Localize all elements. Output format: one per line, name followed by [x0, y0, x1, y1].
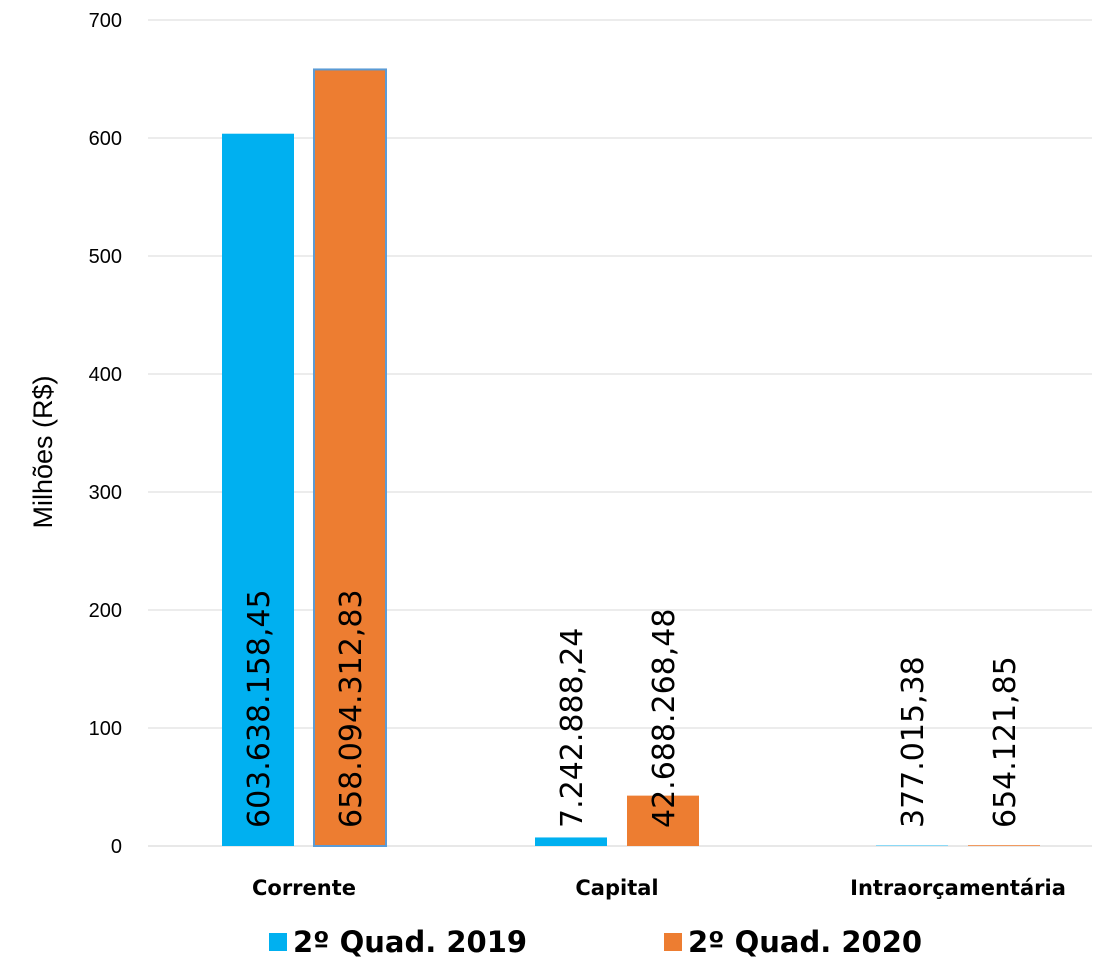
gridlines — [148, 19, 1092, 847]
y-tick-label: 300 — [89, 482, 122, 504]
bar — [222, 133, 294, 846]
x-axis-categories: Corrente Capital Intraorçamentária — [252, 876, 1066, 900]
x-tick-label: Corrente — [252, 876, 356, 900]
bar — [627, 795, 699, 846]
legend-swatch-2019 — [269, 933, 287, 951]
y-tick-label: 600 — [89, 128, 122, 150]
data-label: 377.015,38 — [896, 656, 931, 828]
data-label: 654.121,85 — [988, 656, 1023, 828]
bar — [968, 845, 1040, 846]
bar — [313, 68, 387, 847]
data-labels: 603.638.158,45 7.242.888,24 377.015,38 658.… — [242, 589, 1023, 828]
y-tick-label: 0 — [111, 836, 122, 858]
y-axis-ticks: 0 100 200 300 400 500 600 700 — [89, 10, 122, 858]
y-tick-label: 200 — [89, 600, 122, 622]
data-label: 42.688.268,48 — [647, 609, 682, 828]
data-label: 603.638.158,45 — [242, 589, 277, 828]
x-tick-label: Capital — [575, 876, 658, 900]
legend-item-2019: 2º Quad. 2019 — [269, 925, 527, 959]
legend-swatch-2020 — [664, 933, 682, 951]
bar — [535, 837, 607, 846]
legend-label-2020: 2º Quad. 2020 — [688, 925, 923, 959]
legend-item-2020: 2º Quad. 2020 — [664, 925, 922, 959]
legend: 2º Quad. 2019 2º Quad. 2020 — [0, 915, 1102, 965]
y-tick-label: 400 — [89, 364, 122, 386]
y-tick-label: 700 — [89, 10, 122, 32]
data-label: 658.094.312,83 — [334, 589, 369, 828]
y-tick-label: 100 — [89, 718, 122, 740]
x-tick-label: Intraorçamentária — [850, 876, 1066, 900]
y-axis-label: Milhões (R$) — [28, 375, 58, 528]
bars — [222, 68, 1040, 847]
y-tick-label: 500 — [89, 246, 122, 268]
data-label: 7.242.888,24 — [555, 628, 590, 828]
legend-label-2019: 2º Quad. 2019 — [293, 925, 528, 959]
